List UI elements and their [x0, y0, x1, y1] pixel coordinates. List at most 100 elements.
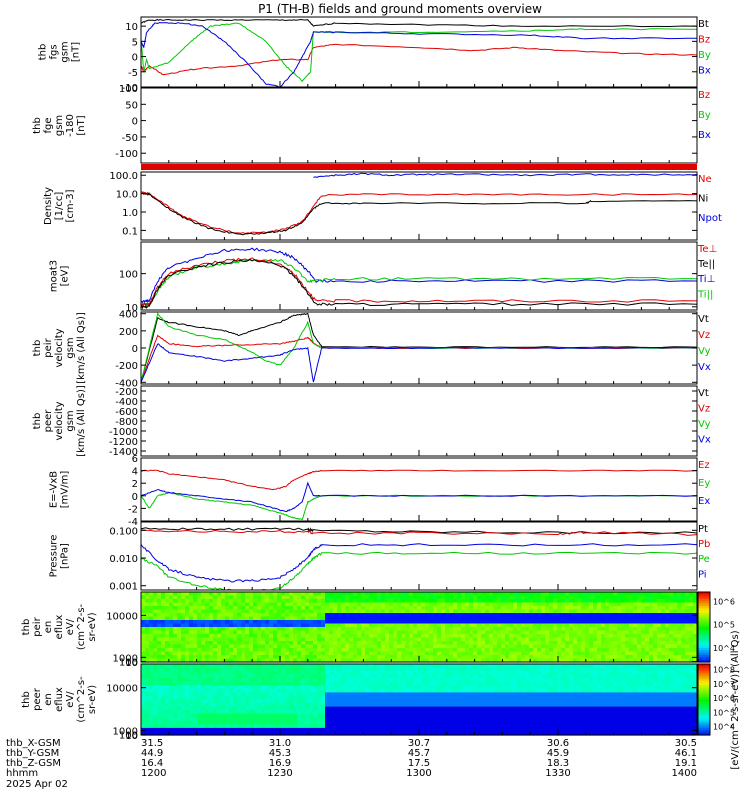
spectrogram-cell	[477, 727, 482, 733]
spectrogram-cell	[573, 630, 578, 635]
spectrogram-cell	[405, 710, 410, 715]
spectrogram-cell	[633, 616, 638, 621]
spectrogram-cell	[277, 717, 282, 722]
y-axis-label: (cm^2-s-	[76, 603, 87, 650]
spectrogram-cell	[369, 644, 374, 649]
series-line-Vx	[140, 343, 698, 383]
spectrogram-cell	[485, 644, 490, 649]
spectrogram-cell	[241, 720, 246, 725]
spectrogram-cell	[313, 627, 318, 632]
spectrogram-cell	[669, 637, 674, 642]
spectrogram-cell	[165, 609, 170, 614]
spectrogram-cell	[369, 602, 374, 607]
spectrogram-cell	[493, 616, 498, 621]
series-line-Pe	[140, 551, 698, 591]
colorbar-cell	[698, 645, 710, 649]
spectrogram-cell	[377, 664, 382, 669]
spectrogram-cell	[377, 606, 382, 611]
spectrogram-cell	[285, 678, 290, 683]
spectrogram-cell	[233, 667, 238, 672]
y-tick-label: 100	[119, 270, 138, 281]
spectrogram-cell	[445, 627, 450, 632]
spectrogram-cell	[629, 658, 634, 663]
spectrogram-cell	[489, 627, 494, 632]
spectrogram-cell	[689, 613, 694, 618]
spectrogram-cell	[241, 692, 246, 697]
spectrogram-cell	[457, 681, 462, 686]
spectrogram-cell	[613, 630, 618, 635]
spectrogram-cell	[277, 695, 282, 701]
spectrogram-cell	[349, 648, 354, 653]
spectrogram-cell	[441, 623, 446, 628]
spectrogram-cell	[521, 630, 526, 635]
spectrogram-cell	[241, 637, 246, 642]
spectrogram-cell	[673, 609, 678, 614]
spectrogram-cell	[181, 609, 186, 614]
spectrogram-cell	[677, 658, 682, 663]
spectrogram-cell	[325, 623, 330, 628]
spectrogram-cell	[637, 595, 642, 600]
spectrogram-cell	[229, 623, 234, 628]
spectrogram-cell	[613, 602, 618, 607]
spectrogram-cell	[209, 658, 214, 663]
spectrogram-cell	[617, 658, 622, 663]
spectrogram-cell	[205, 713, 210, 718]
spectrogram-cell	[185, 724, 190, 729]
spectrogram-cell	[317, 720, 322, 725]
spectrogram-cell	[393, 671, 398, 676]
spectrogram-cell	[565, 627, 570, 632]
spectrogram-cell	[537, 592, 542, 597]
spectrogram-cell	[497, 627, 502, 632]
spectrogram-cell	[345, 674, 350, 679]
spectrogram-cell	[161, 627, 166, 632]
spectrogram-cell	[193, 592, 198, 597]
spectrogram-cell	[301, 595, 306, 600]
spectrogram-cell	[257, 727, 262, 733]
spectrogram-cell	[429, 620, 434, 625]
spectrogram-cell	[317, 710, 322, 715]
spectrogram-cell	[245, 623, 250, 628]
spectrogram-cell	[605, 613, 610, 618]
spectrogram-cell	[397, 634, 402, 639]
spectrogram-cell	[645, 616, 650, 621]
spectrogram-cell	[689, 623, 694, 628]
spectrogram-cell	[245, 678, 250, 683]
spectrogram-cell	[161, 592, 166, 597]
spectrogram-cell	[145, 655, 150, 660]
spectrogram-cell	[305, 674, 310, 679]
spectrogram-cell	[621, 658, 626, 663]
spectrogram-cell	[181, 630, 186, 635]
spectrogram-cell	[217, 706, 222, 711]
spectrogram-cell	[393, 681, 398, 686]
spectrogram-cell	[657, 651, 662, 656]
spectrogram-cell	[249, 727, 254, 733]
spectrogram-cell	[201, 724, 206, 729]
spectrogram-cell	[213, 717, 218, 722]
spectrogram-cell	[569, 634, 574, 639]
spectrogram-cell	[321, 681, 326, 686]
spectrogram-cell	[401, 678, 406, 683]
spectrogram-cell	[485, 681, 490, 686]
spectrogram-cell	[233, 602, 238, 607]
spectrogram-cell	[469, 695, 474, 701]
spectrogram-cell	[269, 599, 274, 604]
spectrogram-cell	[413, 703, 418, 708]
spectrogram-cell	[357, 623, 362, 628]
spectrogram-cell	[149, 616, 154, 621]
spectrogram-cell	[413, 667, 418, 672]
spectrogram-cell	[169, 671, 174, 676]
spectrogram-cell	[321, 641, 326, 646]
spectrogram-cell	[353, 602, 358, 607]
spectrogram-cell	[249, 678, 254, 683]
spectrogram-cell	[601, 655, 606, 660]
spectrogram-cell	[253, 681, 258, 686]
spectrogram-cell	[457, 641, 462, 646]
spectrogram-cell	[585, 651, 590, 656]
spectrogram-cell	[441, 674, 446, 679]
spectrogram-cell	[157, 727, 162, 733]
spectrogram-cell	[345, 692, 350, 697]
spectrogram-cell	[241, 609, 246, 614]
spectrogram-cell	[269, 688, 274, 693]
spectrogram-cell	[421, 634, 426, 639]
spectrogram-cell	[201, 699, 206, 704]
